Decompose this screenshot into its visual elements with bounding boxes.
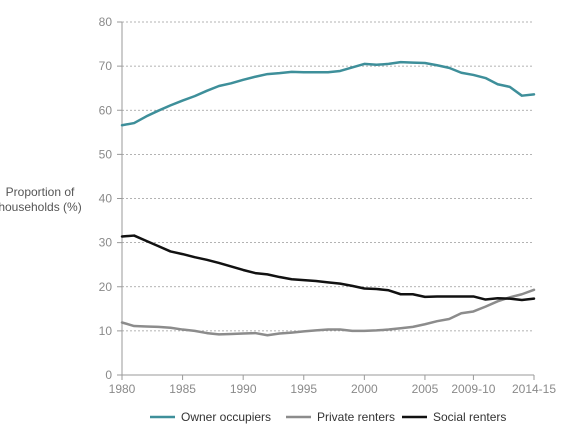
x-tick-label: 2000 <box>351 382 378 396</box>
series-line-private-renters <box>120 288 536 337</box>
x-axis: 1980 1985 1990 1995 2000 2005 2009-10 2014-15 <box>109 22 556 396</box>
legend-label-social-renters: Social renters <box>433 410 506 424</box>
series-line-social-renters <box>120 234 536 302</box>
legend: Owner occupiers Private renters Social ren… <box>150 410 506 424</box>
x-tick-label: 2014-15 <box>512 382 556 396</box>
y-tick-label: 30 <box>99 236 113 250</box>
x-tick-label: 2009-10 <box>451 382 495 396</box>
gridlines <box>122 21 534 332</box>
series-line-owner-occupiers <box>120 60 536 127</box>
y-axis-label: Proportion of households (%) <box>0 185 82 214</box>
legend-label-owner-occupiers: Owner occupiers <box>181 410 271 424</box>
x-tick-label: 1985 <box>169 382 196 396</box>
y-tick-label: 80 <box>99 15 113 29</box>
series-lines <box>120 60 536 337</box>
y-tick-label: 10 <box>99 324 113 338</box>
x-tick-label: 1990 <box>230 382 257 396</box>
x-tick-label: 2005 <box>412 382 439 396</box>
y-tick-label: 60 <box>99 103 113 117</box>
y-tick-label: 20 <box>99 280 113 294</box>
y-tick-label: 50 <box>99 147 113 161</box>
legend-label-private-renters: Private renters <box>317 410 395 424</box>
y-axis-label-line-2: households (%) <box>0 200 82 214</box>
y-tick-label: 70 <box>99 59 113 73</box>
y-axis-ticks: 0 10 20 30 40 50 60 70 80 <box>99 15 122 382</box>
y-tick-label: 0 <box>105 368 112 382</box>
x-tick-label: 1995 <box>290 382 317 396</box>
y-axis-label-line-1: Proportion of <box>6 185 75 199</box>
y-tick-label: 40 <box>99 192 113 206</box>
x-tick-label: 1980 <box>109 382 136 396</box>
